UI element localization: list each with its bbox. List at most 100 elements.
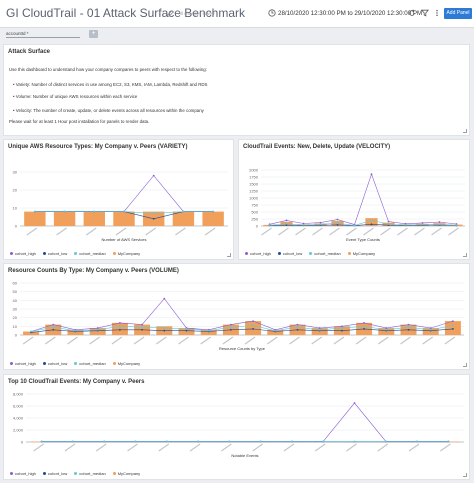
point-cohort_median xyxy=(421,223,424,226)
x-tick-label xyxy=(377,336,389,345)
filter-icon[interactable] xyxy=(421,9,429,17)
legend-item[interactable]: cohort_high xyxy=(10,361,36,366)
y-tick-label: 30 xyxy=(13,307,18,312)
series-line-cohort_high xyxy=(34,175,214,212)
point-cohort_median xyxy=(134,440,137,443)
legend-item[interactable]: cohort_low xyxy=(277,251,303,256)
point-cohort_median xyxy=(123,210,125,213)
point-cohort_high xyxy=(387,220,390,223)
point-cohort_median xyxy=(387,223,390,225)
point-cohort_high xyxy=(421,222,424,224)
x-tick-label xyxy=(33,443,44,452)
x-tick-label xyxy=(95,443,107,452)
add-panel-button[interactable]: Add Panel xyxy=(444,8,472,19)
legend-item[interactable]: MyCompany xyxy=(112,361,140,366)
point-cohort_high xyxy=(163,297,166,300)
legend-item[interactable]: cohort_high xyxy=(10,471,36,476)
saved-status: All changes saved xyxy=(178,11,215,16)
legend-item[interactable]: MyCompany xyxy=(347,251,375,256)
legend-item[interactable]: cohort_high xyxy=(10,251,36,256)
top10-title: Top 10 CloudTrail Events: My Company v. … xyxy=(8,379,145,385)
legend-item[interactable]: cohort_low xyxy=(42,251,67,256)
refresh-icon[interactable] xyxy=(408,9,416,17)
legend-label: cohort_median xyxy=(79,251,106,256)
point-cohort_median xyxy=(63,210,66,213)
x-tick-label xyxy=(200,336,212,345)
legend-label: cohort_low xyxy=(47,471,68,476)
clock-icon[interactable] xyxy=(268,9,276,17)
variety-title: Unique AWS Resource Types: My Company v.… xyxy=(8,144,188,150)
time-range-picker[interactable]: 28/10/2020 12:30:00 PM to 29/10/2020 12:… xyxy=(278,10,423,17)
resize-handle[interactable] xyxy=(227,253,231,257)
legend-label: cohort_low xyxy=(282,251,303,256)
point-cohort_high xyxy=(141,323,144,326)
x-tick-label xyxy=(67,336,78,345)
x-tick-label xyxy=(127,443,138,452)
x-tick-label xyxy=(329,227,340,236)
y-tick-label: 1500 xyxy=(249,182,259,187)
point-cohort_median xyxy=(336,222,339,225)
x-tick-label xyxy=(408,443,420,452)
resize-handle[interactable] xyxy=(463,129,467,133)
y-tick-label: 40 xyxy=(13,298,18,303)
x-tick-label xyxy=(261,227,272,236)
x-tick-label xyxy=(289,336,300,345)
point-cohort_high xyxy=(429,327,432,329)
point-cohort_median xyxy=(384,440,387,443)
series-line-cohort_low xyxy=(269,223,457,226)
dashboard-header: GI CloudTrail - 01 Attack Surface Benchm… xyxy=(0,0,474,28)
bar-mycompany xyxy=(24,211,46,226)
y-tick-label: 0 xyxy=(15,333,18,338)
volume-title: Resource Counts By Type: My Company v. P… xyxy=(8,268,179,274)
point-cohort_median xyxy=(230,326,232,329)
legend-item[interactable]: cohort_low xyxy=(42,361,67,366)
more-icon[interactable] xyxy=(433,9,441,17)
legend-item[interactable]: cohort_median xyxy=(74,471,106,476)
x-tick-label xyxy=(158,443,170,452)
point-cohort_median xyxy=(322,440,325,443)
x-tick-label xyxy=(244,336,256,345)
resize-handle[interactable] xyxy=(463,363,467,367)
bar-mycompany xyxy=(83,211,105,226)
y-tick-label: 0 xyxy=(15,224,18,229)
point-cohort_median xyxy=(318,328,321,331)
point-cohort_low xyxy=(341,329,343,332)
y-tick-label: 4,000 xyxy=(13,416,24,421)
point-cohort_median xyxy=(252,324,255,327)
x-tick-label xyxy=(283,443,295,452)
x-tick-label xyxy=(440,443,451,452)
resize-handle[interactable] xyxy=(463,473,467,477)
resize-handle[interactable] xyxy=(463,253,467,257)
legend-item[interactable]: MyCompany xyxy=(112,251,140,256)
edit-icon[interactable] xyxy=(166,9,175,18)
point-cohort_high xyxy=(152,174,155,177)
legend-item[interactable]: cohort_low xyxy=(42,471,68,476)
point-cohort_high xyxy=(319,221,322,224)
point-cohort_median xyxy=(370,219,373,222)
y-tick-label: 0 xyxy=(21,440,24,445)
legend-item[interactable]: cohort_median xyxy=(74,361,106,366)
legend-swatch xyxy=(74,362,78,365)
bar-mycompany xyxy=(113,211,135,226)
point-cohort_high xyxy=(353,402,356,404)
add-filter-button[interactable]: + xyxy=(89,30,98,38)
legend-item[interactable]: cohort_median xyxy=(309,251,341,256)
legend-item[interactable]: cohort_median xyxy=(74,251,106,256)
x-tick-label xyxy=(85,227,97,236)
legend-item[interactable]: cohort_high xyxy=(245,251,271,256)
y-tick-label: 60 xyxy=(13,281,18,286)
point-cohort_low xyxy=(363,328,365,330)
legend-label: cohort_high xyxy=(250,251,271,256)
legend-swatch xyxy=(10,472,13,475)
x-tick-label xyxy=(22,336,34,345)
point-cohort_median xyxy=(152,212,155,215)
x-tick-label xyxy=(312,227,323,236)
velocity-panel: CloudTrail Events: New, Delete, Update (… xyxy=(238,139,470,260)
x-tick-label xyxy=(222,336,234,345)
point-cohort_median xyxy=(353,440,356,443)
legend-item[interactable]: MyCompany xyxy=(112,471,140,476)
account-id-filter[interactable]: accountId * xyxy=(6,30,80,38)
point-cohort_median xyxy=(407,326,410,329)
point-cohort_median xyxy=(30,330,32,333)
point-cohort_median xyxy=(52,326,55,329)
